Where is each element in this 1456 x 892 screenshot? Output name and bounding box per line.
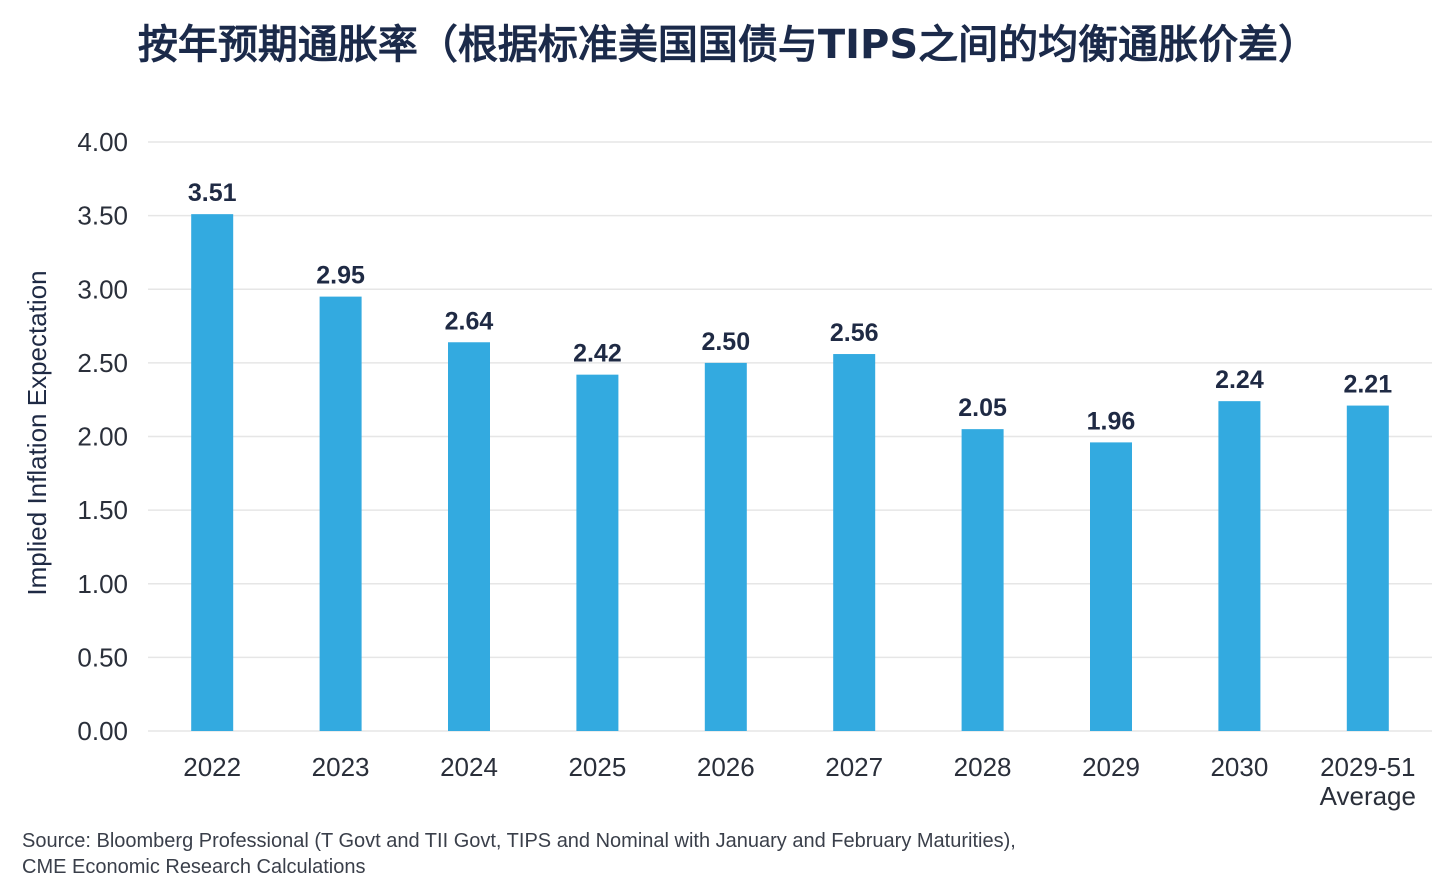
y-tick-label: 2.50: [77, 348, 128, 378]
x-category-line: 2030: [1210, 752, 1268, 782]
bar: [319, 296, 362, 731]
bar-value-label: 2.05: [958, 394, 1007, 422]
bar-value-label: 2.50: [701, 328, 750, 356]
bar-value-label: 2.42: [573, 340, 622, 368]
x-category-label: 2022: [183, 752, 241, 782]
x-category-label: 2026: [697, 752, 755, 782]
x-category-line: Average: [1320, 781, 1416, 811]
y-tick-label: 1.00: [77, 569, 128, 599]
bar: [448, 342, 490, 731]
x-category-line: 2023: [312, 752, 370, 782]
y-tick-label: 2.00: [77, 422, 128, 452]
bar-value-label: 2.21: [1343, 371, 1392, 399]
x-axis-categories: 2022 2023 2024 2025 2026 2027 2028 2029 2030 2029…: [183, 752, 1416, 811]
x-category-label: 2024: [440, 752, 498, 782]
gridlines: [148, 141, 1432, 732]
bar: [1346, 405, 1389, 731]
bars: [191, 214, 1389, 732]
bar-value-label: 2.56: [830, 319, 879, 347]
bar-value-label: 2.95: [316, 262, 365, 290]
x-category-label: 2028: [954, 752, 1012, 782]
source-line-1: Source: Bloomberg Professional (T Govt a…: [22, 830, 1016, 852]
bar: [704, 362, 747, 731]
x-category-line: 2026: [697, 752, 755, 782]
source-note: Source: Bloomberg Professional (T Govt a…: [22, 828, 1422, 880]
bar: [1090, 442, 1132, 731]
y-tick-label: 3.00: [77, 274, 128, 304]
y-tick-label: 4.00: [77, 127, 128, 157]
y-axis-label: Implied Inflation Expectation: [22, 270, 52, 595]
chart-title: 按年预期通胀率（根据标准美国国债与TIPS之间的均衡通胀价差）: [137, 22, 1319, 68]
bar: [1218, 401, 1261, 731]
y-tick-label: 0.50: [77, 642, 128, 672]
y-axis-ticks: 0.00 0.50 1.00 1.50 2.00 2.50 3.00 3.50 4.00: [77, 127, 128, 746]
x-category-line: 2029-51: [1320, 752, 1415, 782]
y-tick-label: 0.00: [77, 716, 128, 746]
y-tick-label: 3.50: [77, 201, 128, 231]
x-category-label: 2030: [1210, 752, 1268, 782]
x-category-line: 2024: [440, 752, 498, 782]
x-category-label: 2029: [1082, 752, 1140, 782]
y-tick-label: 1.50: [77, 495, 128, 525]
x-category-line: 2025: [568, 752, 626, 782]
data-labels: 3.51 2.95 2.64 2.42 2.50 2.56 2.05 1.96 2.24 2.21: [188, 179, 1392, 435]
x-category-label: 2025: [568, 752, 626, 782]
bar: [191, 214, 234, 732]
bar: [576, 374, 619, 731]
x-category-line: 2029: [1082, 752, 1140, 782]
bar-value-label: 3.51: [188, 179, 237, 207]
bar: [961, 429, 1004, 731]
source-line-2: CME Economic Research Calculations: [22, 856, 366, 878]
x-category-label: 2027: [825, 752, 883, 782]
x-category-label: 2023: [312, 752, 370, 782]
x-category-line: 2022: [183, 752, 241, 782]
bar: [833, 354, 876, 731]
x-category-line: 2028: [954, 752, 1012, 782]
x-category-line: 2027: [825, 752, 883, 782]
bar-value-label: 2.64: [445, 307, 494, 335]
bar-value-label: 1.96: [1087, 407, 1136, 435]
bar-value-label: 2.24: [1215, 366, 1264, 394]
x-category-label: 2029-51 Average: [1320, 752, 1416, 811]
